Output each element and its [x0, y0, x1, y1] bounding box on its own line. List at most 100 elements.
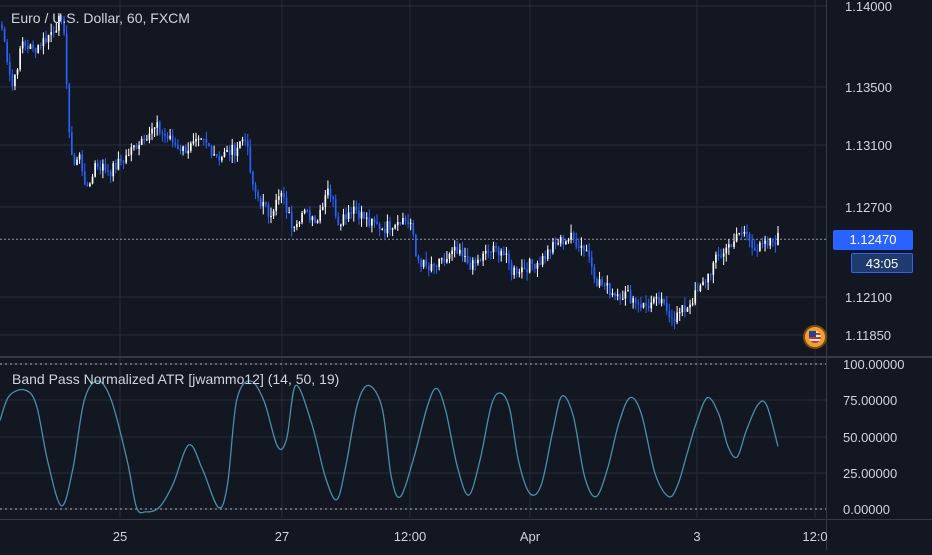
candle-body [453, 246, 456, 251]
price-tick-label: 1.12700 [845, 200, 892, 215]
candle-body [109, 171, 112, 177]
candle-body [91, 176, 94, 184]
candle-body [161, 132, 164, 134]
candle-body [63, 18, 65, 34]
candle-body [11, 74, 14, 87]
candle-body [756, 250, 759, 252]
candle-body [513, 267, 516, 275]
candle-body [158, 122, 161, 133]
candle-body [466, 255, 469, 263]
time-tick-label: 12:0 [802, 529, 827, 544]
candle-body [267, 204, 270, 217]
candle-body [68, 84, 71, 133]
candle-body [681, 305, 684, 313]
candle-body [221, 156, 223, 161]
candle-body [257, 192, 259, 198]
candle-body [722, 253, 725, 257]
candle-body [99, 167, 102, 171]
candle-body [143, 138, 146, 141]
candle-body [254, 184, 257, 193]
candle-body [702, 281, 704, 286]
candle-body [345, 214, 347, 219]
grid [0, 0, 826, 518]
candle-body [725, 247, 728, 254]
candle-body [239, 141, 241, 148]
candle-body [96, 163, 99, 168]
candle-body [490, 252, 492, 254]
candle-body [541, 255, 544, 265]
candle-body [213, 154, 215, 156]
candle-body [637, 303, 640, 305]
candle-body [502, 250, 505, 255]
candle-body [6, 41, 9, 62]
candle-body [611, 293, 614, 296]
candle-body [3, 28, 6, 42]
candle-body [298, 222, 301, 224]
candle-body [709, 273, 712, 275]
candle-body [619, 294, 622, 300]
candle-body [187, 150, 190, 154]
candle-body [277, 196, 280, 200]
candle-body [130, 147, 133, 155]
time-tick-label: 25 [113, 529, 127, 544]
candle-body [596, 278, 598, 287]
candle-body [381, 228, 384, 230]
candle-body [712, 262, 715, 275]
candle-body [332, 196, 334, 200]
candle-body [655, 296, 658, 299]
candle-body [148, 133, 151, 140]
oscillator-tick-label: 100.00000 [843, 357, 904, 372]
candle-body [342, 214, 345, 225]
candle-body [534, 263, 536, 269]
price-tick-label: 1.13500 [845, 80, 892, 95]
candle-body [319, 209, 322, 221]
candle-body [435, 265, 438, 267]
candle-body [471, 260, 474, 270]
candle-body [614, 293, 616, 296]
candle-body [169, 135, 171, 139]
us-flag-icon[interactable] [803, 325, 827, 349]
candle-body [665, 303, 668, 311]
candle-body [182, 146, 184, 151]
candle-body [448, 254, 451, 259]
candle-body [521, 267, 523, 273]
candle-body [609, 282, 611, 296]
candle-body [29, 44, 32, 50]
candle-body [114, 163, 117, 170]
candle-body [65, 33, 68, 85]
candle-body [660, 298, 663, 304]
candle-body [412, 223, 415, 235]
candle-body [373, 218, 376, 223]
candle-body [146, 139, 148, 141]
candle-body [70, 132, 73, 155]
candle-body [223, 151, 226, 157]
candle-body [696, 290, 699, 292]
candle-body [632, 298, 634, 303]
candle-body [774, 242, 777, 245]
indicator-title: Band Pass Normalized ATR [jwammo12] (14,… [12, 371, 340, 387]
candle-body [308, 210, 311, 221]
oscillator-tick-label: 0.00000 [843, 502, 890, 517]
candle-body [629, 290, 632, 303]
candle-body [19, 48, 21, 70]
candle-body [244, 139, 246, 141]
candle-body [650, 302, 653, 309]
candle-body [334, 199, 337, 217]
candle-body [236, 147, 239, 156]
candle-body [197, 138, 200, 140]
candle-body [195, 139, 197, 142]
candle-body [164, 133, 166, 136]
candle-body [153, 127, 156, 129]
candles [1, 13, 779, 330]
candle-body [417, 255, 420, 261]
candle-body [285, 197, 288, 213]
chart-title: Euro / U.S. Dollar, 60, FXCM [11, 10, 190, 26]
candle-body [78, 154, 81, 160]
candle-body [671, 317, 673, 319]
candle-body [526, 269, 528, 273]
candle-body [554, 242, 557, 244]
candle-body [570, 232, 572, 240]
candle-body [14, 74, 16, 87]
